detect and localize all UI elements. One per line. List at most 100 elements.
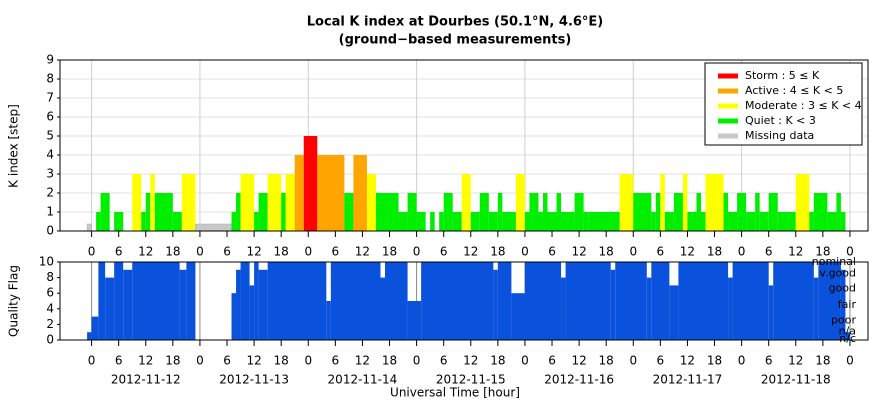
bar [678,262,729,340]
bar [267,262,327,340]
x-tick-label: 0 [738,354,746,368]
bar [795,174,810,231]
bar [132,262,180,340]
bar [836,193,841,231]
bar [249,285,255,340]
bar [813,193,828,231]
bar [141,212,146,231]
x-tick-label: 6 [548,354,556,368]
date-label: 2012-11-17 [653,373,723,387]
bar [258,269,268,340]
y-tick-label: 0 [46,224,54,238]
date-label: 2012-11-13 [219,373,289,387]
bar [524,212,530,231]
bar [497,193,503,231]
x-tick-label: 0 [413,245,421,259]
flag-label: poor [831,314,856,327]
x-tick-label: 18 [599,354,614,368]
bar [660,174,665,231]
bar [96,212,101,231]
x-tick-label: 18 [165,354,180,368]
x-tick-label: 18 [382,245,397,259]
bar [547,212,557,231]
bar [561,212,575,231]
bar [538,212,543,231]
bar [326,301,331,340]
bar [443,193,453,231]
y-tick-label: 9 [46,53,54,67]
bar [375,193,399,231]
bar [840,212,846,231]
bar [421,262,494,340]
x-tick-label: 0 [413,354,421,368]
y-tick-label: 6 [46,110,54,124]
bar [172,212,182,231]
y-tick-label: 8 [46,72,54,86]
x-tick-label: 12 [246,245,261,259]
legend-label: Missing data [745,129,814,142]
bar [366,174,376,231]
bar [254,212,259,231]
bar [344,193,354,231]
y-tick-label: 4 [46,301,54,315]
x-tick-label: 12 [463,245,478,259]
bar [231,212,237,231]
bar [439,212,444,231]
bar [181,174,196,231]
plot-frame [59,261,869,341]
bar [542,193,548,231]
flag-label: nominal [812,255,856,268]
bar [179,269,187,340]
bar [145,193,151,231]
bar [285,174,295,231]
y-tick-label: 6 [46,286,54,300]
chart-subtitle: (ground−based measurements) [339,33,572,48]
x-tick-label: 12 [138,245,153,259]
x-tick-label: 18 [490,245,505,259]
bar [524,262,562,340]
bar [565,262,611,340]
x-tick-label: 6 [657,354,665,368]
bar [583,212,589,231]
date-label: 2012-11-12 [111,373,181,387]
x-axis-label: Universal Time [hour] [390,386,520,400]
bar [479,193,489,231]
bar [231,293,237,340]
bar [827,212,837,231]
x-tick-label: 12 [571,245,586,259]
flag-label: fair [838,298,857,311]
bar [240,262,250,340]
bar [737,193,747,231]
x-tick-label: 6 [115,354,123,368]
bar [809,212,814,231]
x-tick-label: 18 [815,245,830,259]
missing-bar [195,223,232,232]
bar [705,174,724,231]
x-tick-label: 12 [571,354,586,368]
bar [254,262,259,340]
bar [258,193,268,231]
date-label: 2012-11-14 [328,373,398,387]
x-tick-label: 18 [274,354,289,368]
bar [845,332,850,340]
x-tick-label: 0 [304,245,312,259]
bar [407,193,417,231]
y-tick-label: 1 [46,205,54,219]
x-tick-label: 18 [274,245,289,259]
bar [655,193,661,231]
y-tick-label: 10 [39,255,54,269]
bar [330,262,381,340]
x-tick-label: 6 [657,245,665,259]
date-label: 2012-11-15 [436,373,506,387]
x-tick-label: 12 [463,354,478,368]
x-tick-label: 6 [223,354,231,368]
bar [574,193,584,231]
bar [98,262,106,340]
x-tick-label: 0 [521,354,529,368]
bar [385,262,408,340]
x-tick-label: 12 [680,354,695,368]
bar [240,174,255,231]
x-tick-label: 6 [223,245,231,259]
x-tick-label: 0 [521,245,529,259]
